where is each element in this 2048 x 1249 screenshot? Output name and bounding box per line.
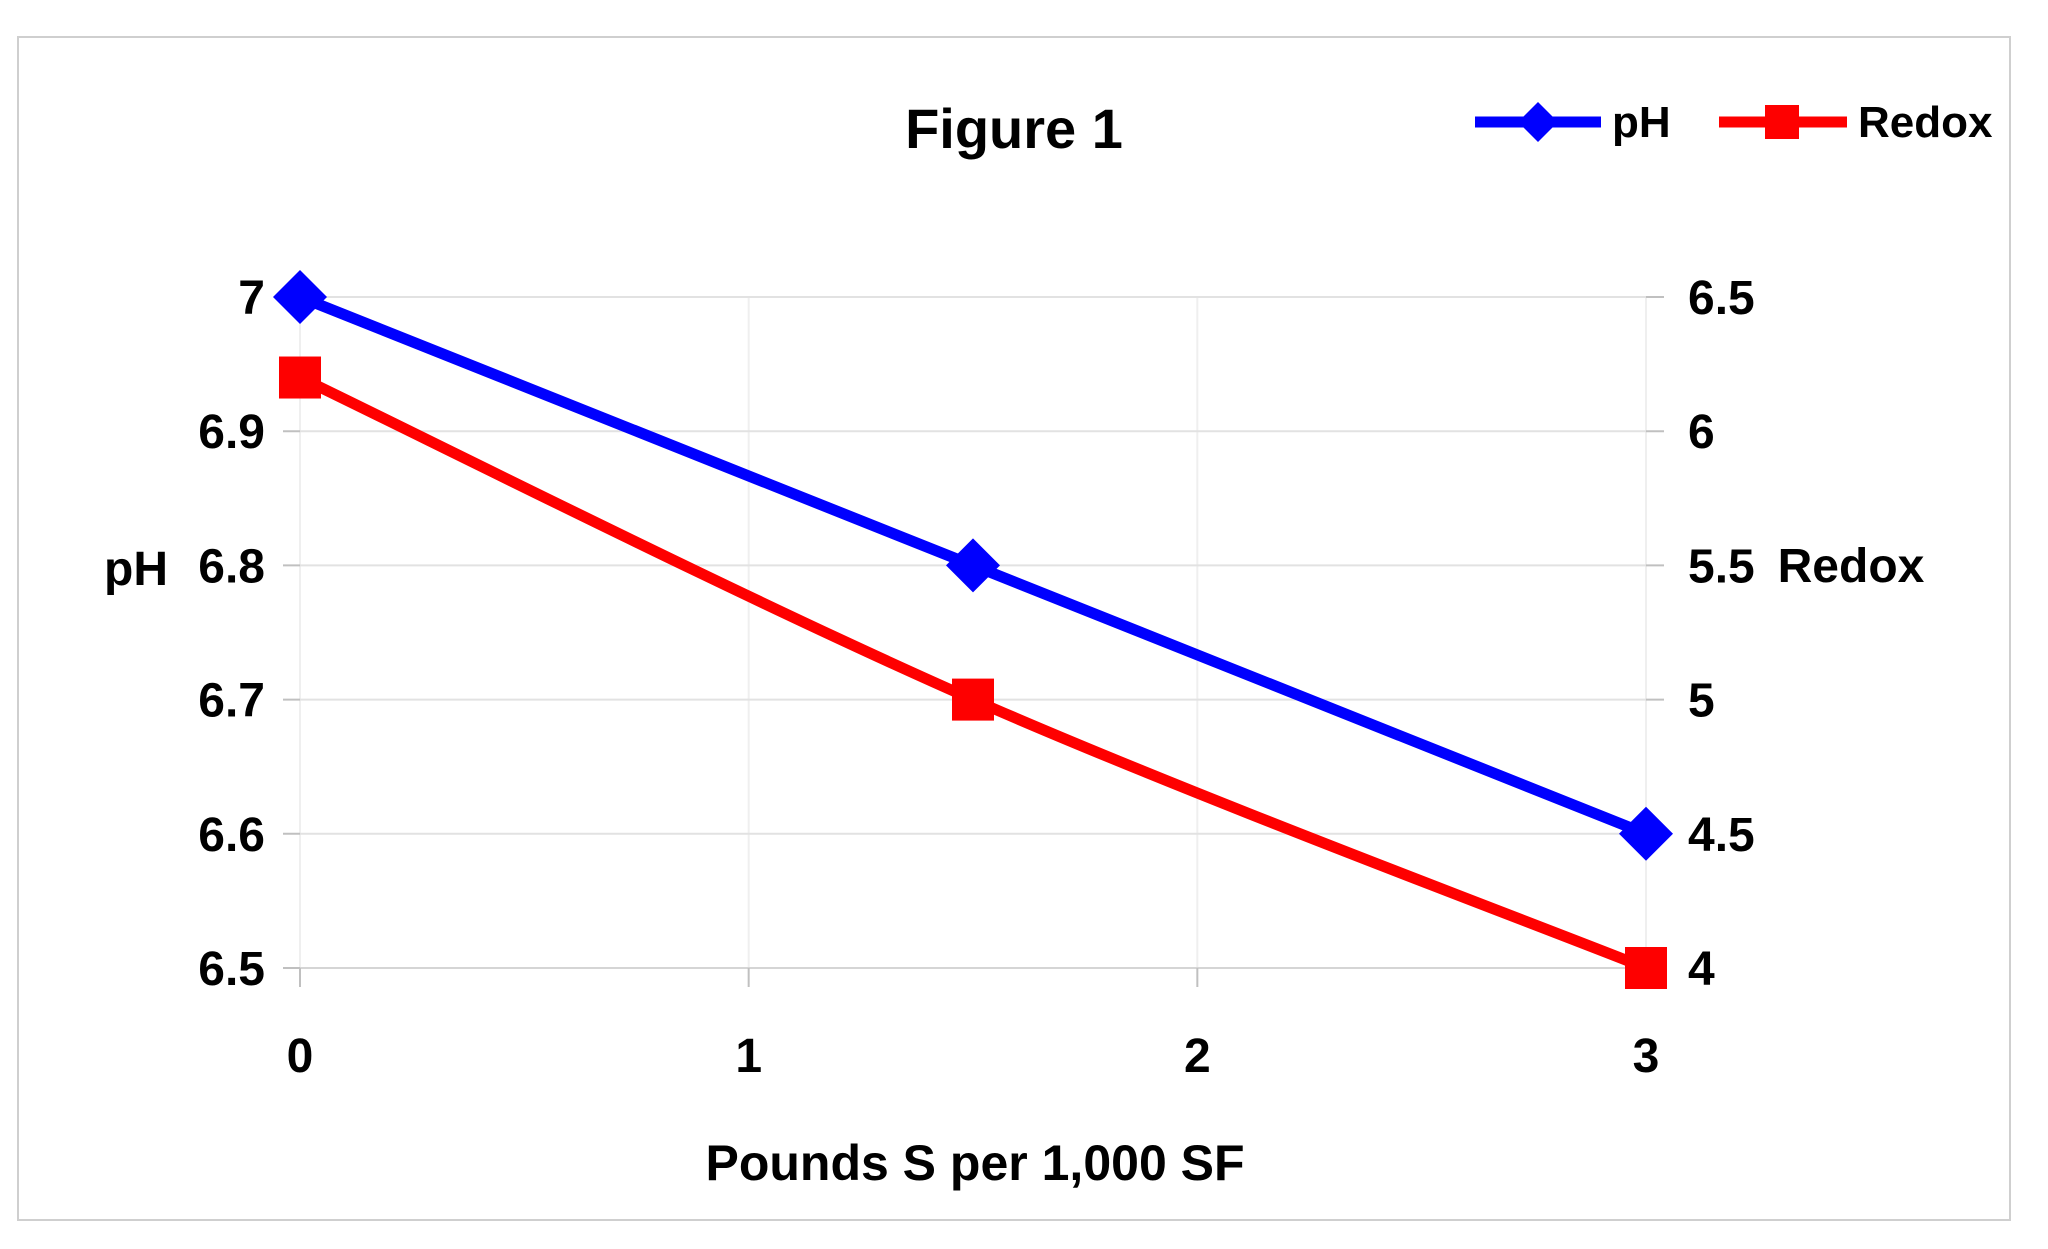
x-axis-tick-label: 0 bbox=[287, 1030, 314, 1083]
ph-marker-diamond bbox=[273, 270, 327, 324]
legend-item-redox: Redox bbox=[1719, 98, 1993, 147]
redox-marker-square bbox=[279, 356, 321, 399]
redox-marker-square bbox=[1625, 947, 1667, 989]
ph-legend-diamond-icon bbox=[1518, 102, 1558, 142]
left-axis-tick-label: 7 bbox=[238, 272, 265, 325]
right-axis-title: Redox bbox=[1778, 540, 1925, 593]
ph-marker-diamond bbox=[1619, 806, 1673, 861]
left-axis-tick-label: 6.9 bbox=[198, 406, 265, 459]
left-axis-tick-label: 6.6 bbox=[198, 809, 265, 862]
right-axis-tick-label: 6.5 bbox=[1688, 272, 1755, 325]
left-axis-tick-label: 6.8 bbox=[198, 540, 265, 593]
left-axis-tick-label: 6.5 bbox=[198, 943, 265, 996]
right-axis-tick-label: 4.5 bbox=[1688, 809, 1755, 862]
legend-label-ph: pH bbox=[1612, 98, 1671, 147]
legend: pH Redox bbox=[1475, 98, 1993, 147]
right-axis-tick-label: 4 bbox=[1688, 943, 1715, 996]
chart-border bbox=[17, 36, 2011, 1221]
axis-tick-labels: 0 1 2 3 7 6.5 6.9 6 6.8 5.5 6.7 5 6.6 4.5 6.5 4 bbox=[198, 272, 1754, 1083]
x-axis-tick-label: 2 bbox=[1184, 1030, 1211, 1083]
legend-label-redox: Redox bbox=[1858, 98, 1993, 147]
redox-legend-square-icon bbox=[1765, 105, 1799, 139]
left-axis-title: pH bbox=[104, 543, 168, 596]
right-axis-tick-label: 5 bbox=[1688, 675, 1715, 728]
ph-marker-diamond bbox=[946, 538, 1000, 593]
legend-item-ph: pH bbox=[1475, 98, 1671, 147]
x-axis-tick-label: 3 bbox=[1633, 1030, 1660, 1083]
right-axis-tick-label: 6 bbox=[1688, 406, 1715, 459]
redox-marker-square bbox=[952, 678, 994, 721]
x-axis-title: Pounds S per 1,000 SF bbox=[705, 1135, 1244, 1191]
data-series bbox=[273, 270, 1673, 989]
x-axis-tick-label: 1 bbox=[735, 1030, 762, 1083]
chart-title: Figure 1 bbox=[905, 97, 1123, 160]
right-axis-tick-label: 5.5 bbox=[1688, 540, 1755, 593]
gridlines bbox=[299, 296, 1647, 969]
left-axis-tick-label: 6.7 bbox=[198, 675, 265, 728]
